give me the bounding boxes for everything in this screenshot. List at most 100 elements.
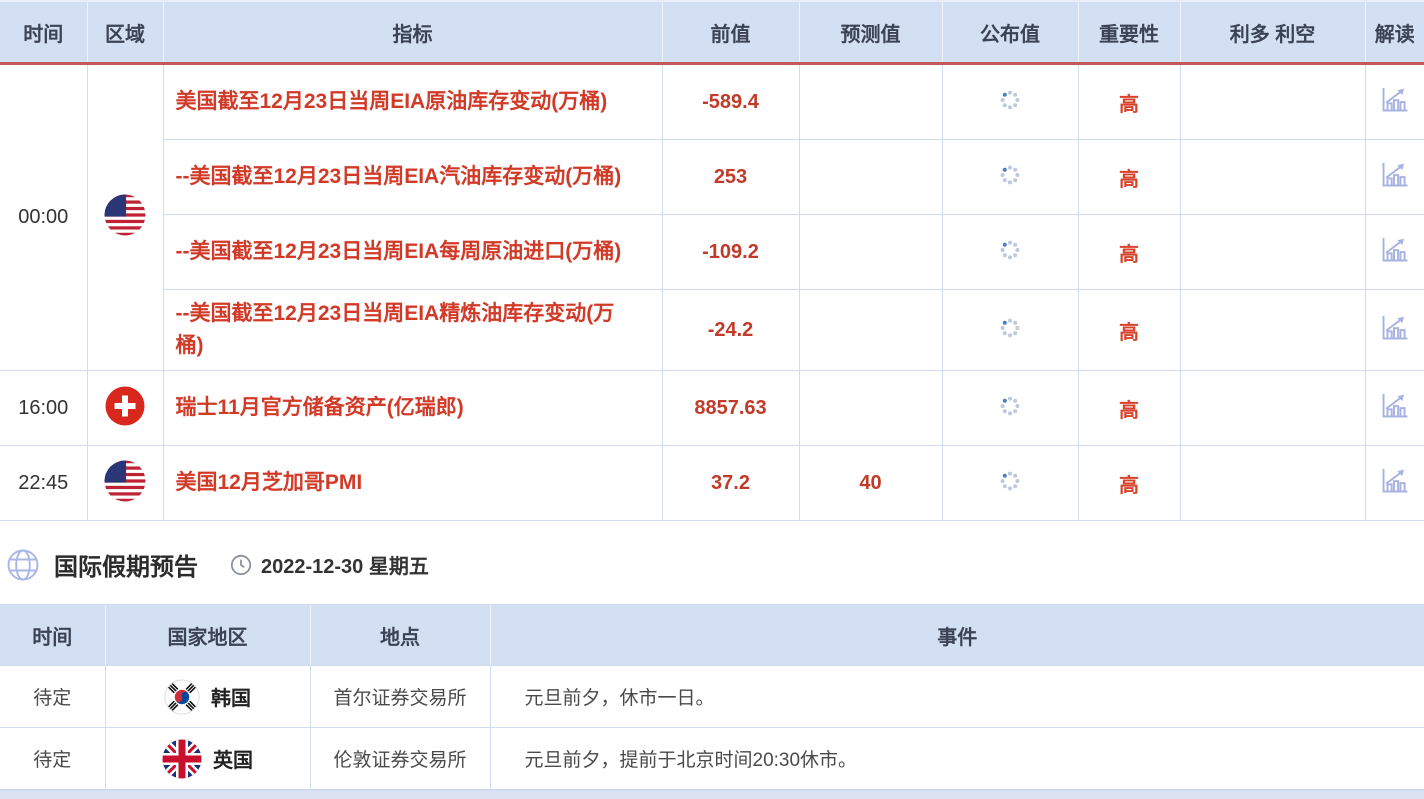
- chart-interpretation-icon[interactable]: [1379, 234, 1410, 265]
- indicator-cell: 瑞士11月官方储备资产(亿瑞郎): [162, 370, 663, 446]
- calendar-column-header: 指标: [162, 0, 662, 65]
- announced-value-cell: [941, 370, 1079, 446]
- flag-south-korea-icon: [164, 678, 200, 715]
- holiday-table: 时间 国家地区 地点 事件 待定 韩国 首尔证券交易所 元旦前夕，休市一日。 待定 英国 伦敦证券…: [0, 604, 1424, 790]
- interpretation-cell: [1364, 139, 1424, 215]
- calendar-row: --美国截至12月23日当周EIA精炼油库存变动(万桶) -24.2 高: [0, 289, 1424, 371]
- indicator-cell: --美国截至12月23日当周EIA精炼油库存变动(万桶): [162, 289, 663, 371]
- calendar-column-header: 时间: [0, 0, 87, 65]
- indicator-cell: 美国截至12月23日当周EIA原油库存变动(万桶): [162, 63, 663, 140]
- flag-switzerland-icon: [105, 386, 145, 426]
- holiday-header-row: 时间 国家地区 地点 事件: [0, 604, 1424, 666]
- clock-icon: [230, 554, 252, 576]
- forecast-value-cell: [798, 63, 943, 140]
- chart-interpretation-icon[interactable]: [1379, 390, 1410, 421]
- calendar-row: 00:00 美国截至12月23日当周EIA原油库存变动(万桶) -589.4 高: [0, 63, 1424, 371]
- importance-cell: 高: [1077, 445, 1181, 521]
- time-cell: 00:00: [0, 63, 88, 371]
- announced-value-cell: [941, 289, 1079, 371]
- bullish-bearish-cell: [1179, 214, 1366, 290]
- calendar-row: 22:45 美国12月芝加哥PMI 37.2 40 高: [0, 445, 1424, 521]
- calendar-column-header: 解读: [1364, 0, 1424, 65]
- calendar-column-header: 利多 利空: [1179, 0, 1365, 65]
- calendar-column-header: 前值: [661, 0, 799, 65]
- holiday-section-header: 国际假期预告 2022-12-30 星期五: [0, 521, 1424, 604]
- loading-spinner-icon: [999, 164, 1021, 186]
- calendar-row: 16:00 瑞士11月官方储备资产(亿瑞郎) 8857.63 高: [0, 370, 1424, 446]
- indicator-cell: 美国12月芝加哥PMI: [162, 445, 663, 521]
- event-cell: 元旦前夕，休市一日。: [489, 665, 1424, 728]
- calendar-column-header: 预测值: [798, 0, 942, 65]
- forecast-value-cell: [798, 139, 943, 215]
- calendar-table-body: 00:00 美国截至12月23日当周EIA原油库存变动(万桶) -589.4 高 --…: [0, 63, 1424, 521]
- holiday-column-header: 事件: [489, 604, 1424, 666]
- indicator-cell: --美国截至12月23日当周EIA汽油库存变动(万桶): [162, 139, 663, 215]
- next-table-header-strip: [0, 790, 1424, 799]
- holiday-row: 待定 英国 伦敦证券交易所 元旦前夕，提前于北京时间20:30休市。: [0, 727, 1424, 790]
- country-name: 英国: [213, 750, 253, 772]
- announced-value-cell: [941, 139, 1079, 215]
- country-name: 韩国: [211, 688, 251, 710]
- loading-spinner-icon: [999, 317, 1021, 339]
- previous-value-cell: -109.2: [661, 214, 800, 290]
- loading-spinner-icon: [999, 239, 1021, 261]
- interpretation-cell: [1364, 289, 1424, 371]
- importance-cell: 高: [1077, 139, 1181, 215]
- interpretation-cell: [1364, 445, 1424, 521]
- flag-usa-icon: [104, 194, 146, 236]
- chart-interpretation-icon[interactable]: [1379, 159, 1410, 190]
- announced-value-cell: [941, 63, 1079, 140]
- previous-value-cell: 37.2: [661, 445, 800, 521]
- chart-interpretation-icon[interactable]: [1379, 312, 1410, 343]
- holiday-column-header: 地点: [309, 604, 490, 666]
- indicator-link[interactable]: --美国截至12月23日当周EIA汽油库存变动(万桶): [175, 165, 622, 188]
- location-cell: 首尔证券交易所: [309, 665, 491, 728]
- indicator-link[interactable]: --美国截至12月23日当周EIA精炼油库存变动(万桶): [175, 302, 615, 357]
- importance-cell: 高: [1077, 63, 1181, 140]
- indicator-link[interactable]: 瑞士11月官方储备资产(亿瑞郎): [175, 396, 464, 419]
- chart-interpretation-icon[interactable]: [1379, 465, 1410, 496]
- previous-value-cell: -589.4: [661, 63, 800, 140]
- bullish-bearish-cell: [1179, 63, 1366, 140]
- forecast-value-cell: [798, 289, 943, 371]
- holiday-table-body: 待定 韩国 首尔证券交易所 元旦前夕，休市一日。 待定 英国 伦敦证券交易所 元旦前夕，提前于…: [0, 665, 1424, 790]
- loading-spinner-icon: [999, 470, 1021, 492]
- forecast-value-cell: 40: [798, 445, 943, 521]
- bullish-bearish-cell: [1179, 289, 1366, 371]
- holiday-time-cell: 待定: [0, 727, 106, 790]
- forecast-value-cell: [798, 370, 943, 446]
- section-date: 2022-12-30 星期五: [261, 556, 429, 578]
- country-cell: 英国: [104, 727, 311, 790]
- forecast-value-cell: [798, 214, 943, 290]
- event-cell: 元旦前夕，提前于北京时间20:30休市。: [489, 727, 1424, 790]
- time-cell: 22:45: [0, 445, 88, 521]
- previous-value-cell: -24.2: [661, 289, 800, 371]
- flag-uk-icon: [162, 739, 202, 779]
- bullish-bearish-cell: [1179, 139, 1366, 215]
- calendar-header-row: 时间 区域 指标 前值 预测值 公布值 重要性 利多 利空 解读: [0, 0, 1424, 65]
- interpretation-cell: [1364, 63, 1424, 140]
- importance-cell: 高: [1077, 289, 1181, 371]
- holiday-time-cell: 待定: [0, 665, 106, 728]
- announced-value-cell: [941, 214, 1079, 290]
- bullish-bearish-cell: [1179, 445, 1366, 521]
- region-cell: [86, 370, 164, 446]
- indicator-link[interactable]: --美国截至12月23日当周EIA每周原油进口(万桶): [175, 240, 622, 263]
- previous-value-cell: 8857.63: [661, 370, 800, 446]
- indicator-link[interactable]: 美国12月芝加哥PMI: [175, 471, 363, 494]
- previous-value-cell: 253: [661, 139, 800, 215]
- region-cell: [86, 445, 164, 521]
- flag-usa-icon: [104, 460, 146, 502]
- chart-interpretation-icon[interactable]: [1379, 84, 1410, 115]
- indicator-cell: --美国截至12月23日当周EIA每周原油进口(万桶): [162, 214, 663, 290]
- bullish-bearish-cell: [1179, 370, 1366, 446]
- calendar-row: --美国截至12月23日当周EIA汽油库存变动(万桶) 253 高: [0, 139, 1424, 215]
- importance-cell: 高: [1077, 214, 1181, 290]
- holiday-column-header: 时间: [0, 604, 105, 666]
- interpretation-cell: [1364, 214, 1424, 290]
- economic-calendar-table: 时间 区域 指标 前值 预测值 公布值 重要性 利多 利空 解读 00:00 美国截至12月23日…: [0, 0, 1424, 521]
- globe-icon: [6, 548, 40, 582]
- loading-spinner-icon: [999, 89, 1021, 111]
- indicator-link[interactable]: 美国截至12月23日当周EIA原油库存变动(万桶): [175, 90, 608, 113]
- section-title: 国际假期预告: [54, 554, 198, 581]
